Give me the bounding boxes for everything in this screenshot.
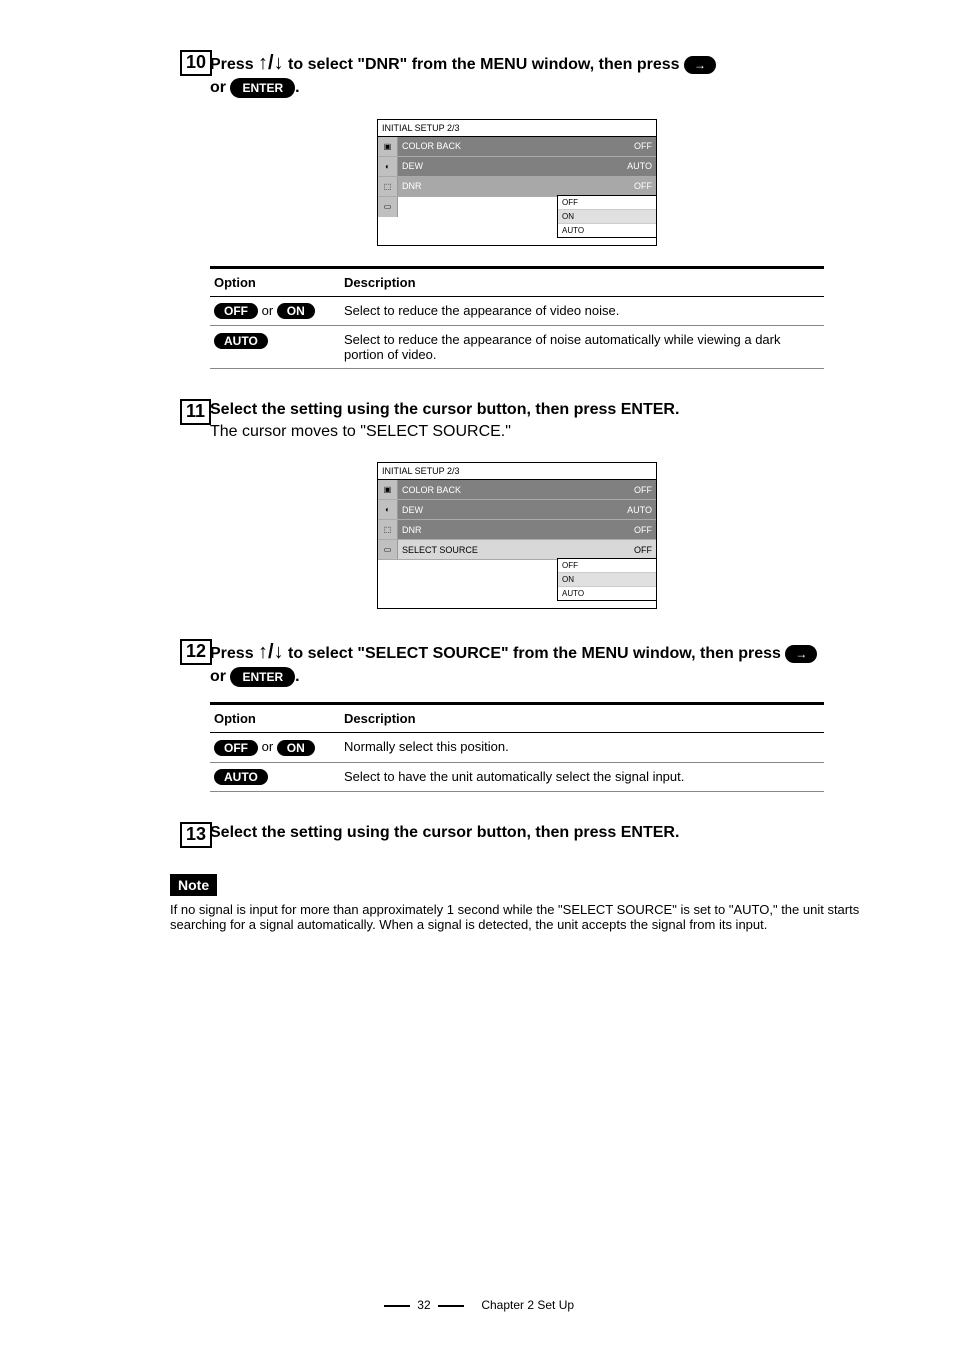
option-pill: OFF <box>214 303 258 319</box>
page-footer: 32 Chapter 2 Set Up <box>0 1298 954 1312</box>
table-row: OFF or ON <box>214 303 344 320</box>
step-number-11: 11 <box>180 399 211 425</box>
text-fragment: . <box>295 79 299 96</box>
menu-tab-icon: ▭ <box>378 197 398 217</box>
menu-tab-icon: ▭ <box>378 540 398 559</box>
dropdown-option: OFF <box>558 196 656 210</box>
step-12-instruction: Press ↑/↓ to select "SELECT SOURCE" from… <box>210 639 824 688</box>
options-table: Option Description OFF or ON Select to r… <box>210 266 824 370</box>
table-row: AUTO <box>214 332 344 362</box>
menu-tab-icon: ◐ <box>378 157 398 176</box>
menu-item-label: DEW <box>402 505 423 515</box>
text-fragment: Press <box>210 645 258 662</box>
text-fragment: or <box>210 668 230 685</box>
table-header: Option <box>214 711 344 726</box>
menu-item-value: AUTO <box>627 161 652 171</box>
step-13-text: Select the setting using the cursor butt… <box>210 822 824 844</box>
menu-tab-icon: ▣ <box>378 480 398 499</box>
menu-dropdown: OFF ON AUTO <box>557 195 657 238</box>
step-10: 10 Press ↑/↓ to select "DNR" from the ME… <box>80 50 874 369</box>
menu-tab-icon: ⬚ <box>378 520 398 539</box>
text-fragment: . <box>295 668 299 685</box>
menu-item-label: DEW <box>402 161 423 171</box>
step-number-10: 10 <box>180 50 212 76</box>
text-fragment: to select "SELECT SOURCE" from the MENU … <box>284 645 786 662</box>
text-fragment: or <box>258 303 277 318</box>
dropdown-option: OFF <box>558 559 656 573</box>
up-down-arrows-icon: ↑/↓ <box>258 641 284 663</box>
menu-item-label: COLOR BACK <box>402 485 461 495</box>
step-13: 13 Select the setting using the cursor b… <box>80 822 874 844</box>
option-pill: ON <box>277 740 315 756</box>
menu-title: INITIAL SETUP 2/3 <box>378 463 656 480</box>
step-11-text: Select the setting using the cursor butt… <box>210 399 824 442</box>
option-pill: ON <box>277 303 315 319</box>
menu-dropdown: OFF ON AUTO <box>557 558 657 601</box>
note-block: Note If no signal is input for more than… <box>170 874 874 932</box>
menu-item-value: OFF <box>634 525 652 535</box>
table-cell: Select to have the unit automatically se… <box>344 769 820 786</box>
menu-screenshot-1: INITIAL SETUP 2/3 ▣ COLOR BACK OFF ◐ DEW… <box>377 119 657 246</box>
option-pill: AUTO <box>214 769 268 785</box>
menu-item-value: OFF <box>634 141 652 151</box>
table-cell: Select to reduce the appearance of noise… <box>344 332 820 362</box>
text-fragment: or <box>258 739 277 754</box>
table-header: Description <box>344 275 820 290</box>
menu-tab-icon: ▣ <box>378 137 398 156</box>
table-header: Option <box>214 275 344 290</box>
right-arrow-button-icon: → <box>785 645 817 663</box>
menu-item-label: SELECT SOURCE <box>402 545 478 555</box>
option-pill: AUTO <box>214 333 268 349</box>
dropdown-option: ON <box>558 573 656 587</box>
dropdown-option: AUTO <box>558 587 656 600</box>
step-10-instruction: Press ↑/↓ to select "DNR" from the MENU … <box>210 50 824 99</box>
text-fragment: to select "DNR" from the MENU window, th… <box>284 56 684 73</box>
table-cell: Normally select this position. <box>344 739 820 756</box>
options-table: Option Description OFF or ON Normally se… <box>210 702 824 792</box>
menu-screenshot-2: INITIAL SETUP 2/3 ▣ COLOR BACK OFF ◐ DEW… <box>377 462 657 609</box>
menu-item-value: OFF <box>634 485 652 495</box>
menu-item-value: OFF <box>634 545 652 555</box>
step-11: 11 Select the setting using the cursor b… <box>80 399 874 609</box>
table-header: Description <box>344 711 820 726</box>
text-fragment: Press <box>210 56 258 73</box>
menu-title: INITIAL SETUP 2/3 <box>378 120 656 137</box>
text-fragment: or <box>210 79 230 96</box>
menu-item-label: COLOR BACK <box>402 141 461 151</box>
up-down-arrows-icon: ↑/↓ <box>258 52 284 74</box>
note-text: If no signal is input for more than appr… <box>170 902 870 932</box>
step-12: 12 Press ↑/↓ to select "SELECT SOURCE" f… <box>80 639 874 792</box>
enter-button-icon: ENTER <box>230 667 295 687</box>
chapter-label: Chapter 2 Set Up <box>481 1298 574 1312</box>
page-number: 32 <box>417 1298 430 1312</box>
step-number-13: 13 <box>180 822 212 848</box>
note-tag: Note <box>170 874 217 896</box>
menu-item-value: OFF <box>634 181 652 191</box>
menu-item-value: AUTO <box>627 505 652 515</box>
right-arrow-button-icon: → <box>684 56 716 74</box>
step-number-12: 12 <box>180 639 212 665</box>
menu-tab-icon: ◐ <box>378 500 398 519</box>
menu-item-label: DNR <box>402 525 422 535</box>
table-row: AUTO <box>214 769 344 786</box>
table-cell: Select to reduce the appearance of video… <box>344 303 820 320</box>
dash-icon <box>438 1305 464 1307</box>
menu-item-label: DNR <box>402 181 422 191</box>
table-row: OFF or ON <box>214 739 344 756</box>
dropdown-option: AUTO <box>558 224 656 237</box>
dash-icon <box>384 1305 410 1307</box>
option-pill: OFF <box>214 740 258 756</box>
enter-button-icon: ENTER <box>230 78 295 98</box>
menu-tab-icon: ⬚ <box>378 177 398 196</box>
dropdown-option: ON <box>558 210 656 224</box>
